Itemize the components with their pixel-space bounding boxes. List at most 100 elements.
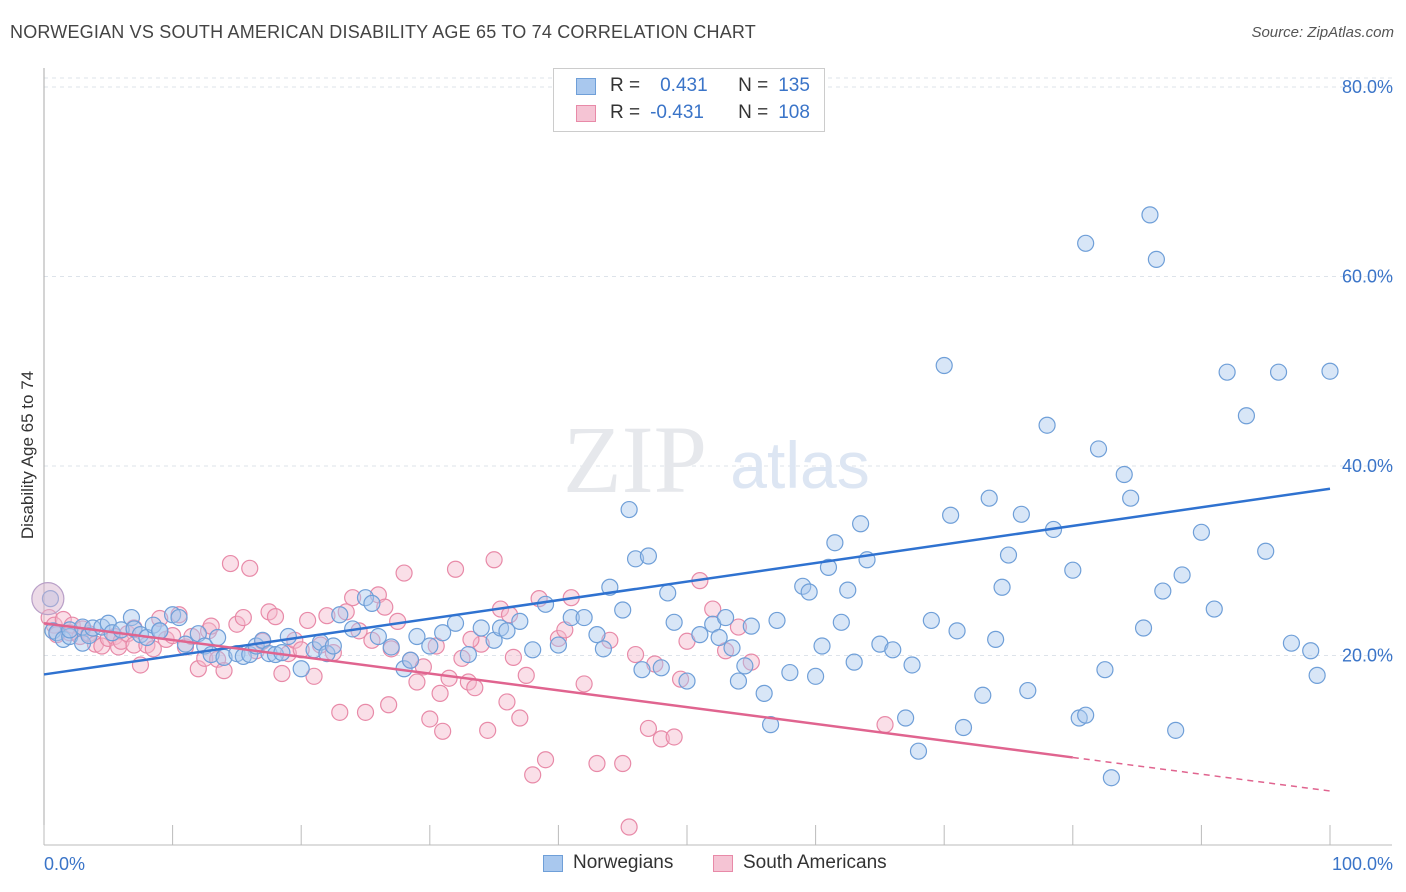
norwegians-point: [524, 641, 542, 659]
norwegians-point: [363, 594, 381, 612]
south-americans-point: [671, 670, 690, 688]
y-axis-label: Disability Age 65 to 74: [18, 370, 37, 540]
watermark-zip: ZIP: [563, 406, 707, 513]
south-americans-trend-line: [43, 622, 1073, 759]
watermark-atlas: atlas: [730, 428, 869, 502]
south-americans-point: [485, 551, 503, 569]
legend-row-norwegians: R = 0.431 N = 135: [576, 73, 810, 99]
norwegians-point: [170, 608, 188, 627]
south-americans-point: [408, 673, 426, 691]
norwegians-point: [884, 641, 902, 659]
norwegians-point: [279, 627, 297, 646]
legend-n-label: N =: [738, 75, 769, 96]
south-americans-point: [549, 629, 568, 648]
norwegians-point: [1147, 250, 1165, 269]
south-americans-point: [639, 719, 658, 738]
norwegians-point: [594, 640, 613, 658]
south-americans-point: [356, 703, 375, 721]
south-americans-point: [876, 716, 894, 734]
legend-row-south-americans: R = -0.431 N = 108: [576, 100, 810, 126]
norwegians-point: [942, 506, 960, 524]
norwegians-point: [324, 637, 342, 655]
south-americans-point: [517, 666, 535, 684]
norwegians-point: [408, 627, 426, 646]
norwegians-point: [1154, 582, 1172, 600]
norwegians-point: [588, 626, 606, 644]
norwegians-point: [954, 718, 973, 737]
legend-label-norwegians: Norwegians: [573, 852, 674, 873]
norwegians-point: [434, 624, 452, 642]
norwegians-point: [536, 595, 555, 613]
norwegians-point: [633, 661, 651, 679]
norwegians-point: [993, 578, 1011, 596]
south-americans-point: [228, 615, 246, 633]
south-americans-point: [273, 664, 291, 683]
norwegians-point: [652, 659, 670, 677]
norwegians-point: [1218, 363, 1236, 381]
norwegians-point: [832, 613, 850, 631]
south-americans-point: [479, 721, 497, 739]
south-americans-point: [504, 648, 522, 666]
norwegians-point: [897, 709, 915, 727]
norwegians-point: [761, 716, 780, 734]
legend-n-label: N =: [738, 102, 769, 123]
norwegians-point: [1134, 619, 1153, 637]
legend-n-value: 135: [778, 75, 810, 96]
south-americans-point: [151, 609, 169, 628]
norwegians-point: [755, 684, 773, 702]
south-americans-point: [440, 669, 458, 687]
south-americans-point: [299, 611, 317, 630]
south-americans-point: [380, 696, 398, 714]
y-tick-label: 60.0%: [1342, 266, 1393, 286]
norwegians-point: [1012, 505, 1030, 523]
south-americans-point: [446, 560, 465, 578]
norwegians-point: [1096, 661, 1114, 679]
south-americans-point: [331, 703, 349, 721]
norwegians-point: [369, 627, 387, 646]
south-americans-point: [536, 751, 555, 769]
norwegians-point: [659, 584, 677, 602]
norwegians-point: [716, 608, 735, 627]
axes: [43, 68, 1392, 846]
norwegians-point: [903, 656, 921, 674]
south-americans-point: [524, 766, 542, 784]
norwegians-point: [1257, 542, 1275, 560]
y-tick-label: 40.0%: [1342, 456, 1393, 476]
norwegians-point: [839, 581, 857, 599]
norwegians-point: [614, 601, 632, 619]
norwegians-point: [459, 645, 477, 664]
norwegians-point: [1122, 489, 1140, 507]
norwegians-point: [678, 672, 696, 690]
norwegians-point: [382, 638, 400, 656]
norwegians-point: [974, 686, 992, 704]
norwegians-point: [639, 547, 658, 565]
south-americans-point: [395, 564, 413, 582]
south-americans-point: [241, 559, 259, 577]
legend-r-value: 0.431: [660, 75, 708, 96]
chart-title: NORWEGIAN VS SOUTH AMERICAN DISABILITY A…: [10, 22, 756, 42]
south-americans-point: [421, 710, 439, 728]
norwegians-point: [511, 612, 529, 630]
south-americans-point: [498, 693, 516, 711]
legend-swatch-norwegians: [543, 854, 563, 872]
south-americans-point: [434, 722, 452, 740]
legend-swatch-blue: [576, 77, 596, 95]
legend-swatch-south-americans: [713, 854, 733, 872]
norwegians-point: [1192, 523, 1211, 541]
south-americans-point: [318, 607, 336, 625]
norwegians-point: [999, 546, 1018, 564]
south-americans-point: [305, 667, 323, 685]
norwegians-point: [1077, 234, 1095, 252]
norwegians-point: [710, 628, 728, 647]
south-americans-point: [221, 554, 240, 573]
legend-r-label: R =: [610, 102, 641, 123]
norwegians-point-large: [31, 582, 65, 616]
y-tick-label: 80.0%: [1342, 77, 1393, 97]
south-americans-point: [189, 660, 207, 678]
norwegians-point: [1173, 566, 1191, 584]
legend-n-value: 108: [778, 102, 810, 123]
norwegians-point: [781, 663, 799, 682]
norwegians-point: [852, 515, 870, 533]
legend-r-label: R =: [610, 75, 641, 96]
